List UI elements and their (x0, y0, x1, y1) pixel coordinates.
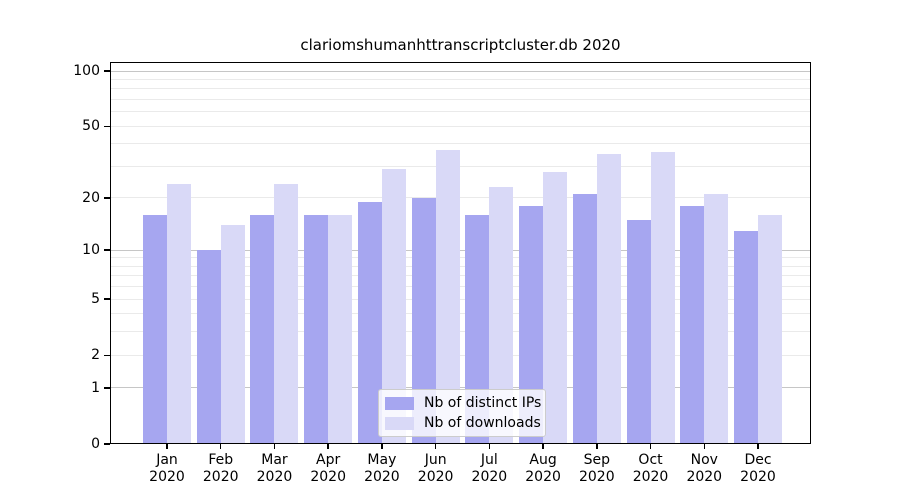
y-tick (104, 354, 110, 356)
y-tick-label: 5 (91, 291, 100, 308)
bar-mar-downloads (274, 183, 299, 444)
x-tick (488, 444, 491, 449)
gridline-minor (110, 143, 811, 145)
bar-dec-distinct-ips (733, 230, 758, 444)
legend-item-downloads: Nb of downloads (385, 415, 545, 431)
bar-oct-distinct-ips (626, 219, 651, 444)
y-tick (104, 70, 110, 72)
bar-jan-downloads (167, 183, 191, 444)
gridline-minor (110, 257, 811, 259)
y-tick-label: 50 (82, 118, 100, 135)
gridline-major (110, 70, 811, 72)
x-tick (703, 444, 705, 449)
bar-mar-distinct-ips (250, 215, 275, 444)
y-tick-label: 2 (91, 347, 100, 364)
x-tick-label: Jun 2020 (417, 452, 454, 485)
gridline-minor (110, 165, 811, 167)
gridline-minor (110, 197, 811, 199)
x-tick (757, 444, 759, 449)
chart-title: clariomshumanhttranscriptcluster.db 2020 (300, 36, 621, 54)
bar-feb-distinct-ips (196, 250, 221, 444)
y-tick (104, 125, 110, 127)
plot-area (110, 62, 811, 444)
gridline-major (110, 387, 811, 389)
gridline-minor (110, 88, 811, 90)
gridline-minor (110, 354, 811, 356)
y-tick (104, 298, 110, 300)
bar-sep-distinct-ips (572, 194, 597, 444)
x-tick-label: Aug 2020 (525, 452, 561, 485)
bar-aug-downloads (543, 171, 568, 444)
x-tick (273, 444, 276, 449)
x-tick (327, 444, 329, 449)
x-tick-label: Feb 2020 (202, 452, 239, 485)
x-tick (649, 444, 652, 449)
bar-jan-distinct-ips (143, 215, 167, 444)
bar-feb-downloads (220, 225, 245, 444)
gridline-minor (110, 78, 811, 80)
bar-may-distinct-ips (357, 201, 382, 444)
gridline-minor (110, 265, 811, 267)
x-tick-label: Mar 2020 (256, 452, 293, 485)
bar-nov-distinct-ips (680, 206, 705, 444)
legend-label-distinct-ips: Nb of distinct IPs (424, 395, 542, 411)
x-tick (381, 444, 383, 449)
gridline-minor (110, 298, 811, 300)
y-tick-label: 1 (91, 379, 100, 396)
x-tick (596, 444, 598, 449)
y-tick-label: 0 (91, 436, 100, 452)
legend-label-downloads: Nb of downloads (424, 415, 541, 431)
y-tick (104, 249, 110, 251)
y-tick-label: 20 (82, 189, 100, 206)
gridline-minor (110, 275, 811, 277)
x-tick (220, 444, 222, 449)
gridline-minor (110, 286, 811, 288)
gridline-minor (110, 99, 811, 100)
x-tick-label: Jul 2020 (471, 452, 508, 485)
gridline-minor (110, 313, 811, 315)
x-tick (434, 444, 437, 449)
y-tick-label: 10 (82, 242, 100, 259)
y-tick (104, 387, 110, 389)
y-tick (104, 443, 110, 445)
gridline-major (110, 249, 811, 251)
legend-swatch-downloads (385, 416, 414, 430)
legend-swatch-distinct-ips (385, 396, 414, 410)
bar-oct-downloads (650, 152, 675, 444)
x-tick-label: Dec 2020 (740, 452, 776, 485)
gridline-minor (110, 331, 811, 333)
legend-item-distinct-ips: Nb of distinct IPs (385, 395, 545, 411)
y-tick-label: 100 (73, 63, 100, 79)
x-tick-label: Jan 2020 (149, 452, 185, 485)
bar-apr-downloads (328, 215, 353, 444)
y-tick (104, 197, 110, 199)
x-tick (542, 444, 544, 449)
x-tick-label: Oct 2020 (632, 452, 669, 485)
bar-apr-distinct-ips (304, 215, 329, 444)
legend: Nb of distinct IPs Nb of downloads (378, 389, 546, 437)
x-tick-label: Nov 2020 (686, 452, 723, 485)
x-tick-label: Apr 2020 (310, 452, 346, 485)
x-tick-label: May 2020 (364, 452, 400, 485)
bar-nov-downloads (704, 194, 729, 444)
bar-dec-downloads (757, 215, 782, 444)
bar-sep-downloads (596, 154, 621, 444)
gridline-minor (110, 125, 811, 127)
gridline-minor (110, 111, 811, 113)
x-tick (166, 444, 168, 449)
x-tick-label: Sep 2020 (578, 452, 615, 485)
